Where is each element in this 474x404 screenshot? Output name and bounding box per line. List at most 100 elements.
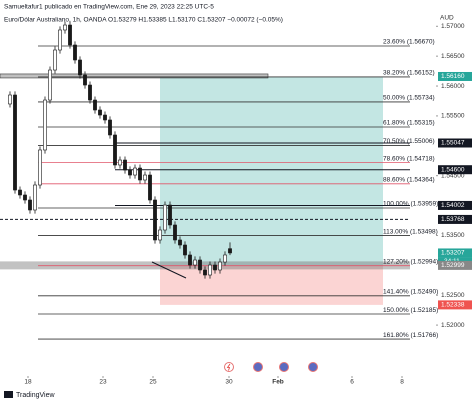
candle-body [213, 264, 217, 271]
x-tick-label: 6 [350, 379, 354, 386]
candle-body [8, 94, 12, 105]
candle-body [18, 189, 22, 196]
fib-label: 127.20% (1.52994) [383, 258, 438, 265]
candle-body [218, 261, 222, 271]
candle-body [138, 167, 142, 181]
price-label: 1.55047 [441, 140, 465, 147]
x-tick-label: 18 [24, 379, 32, 386]
y-tick-label: 1.57000 [441, 23, 465, 30]
candle-body [63, 24, 67, 31]
price-label: 1.54600 [441, 166, 465, 173]
candle-body [148, 174, 152, 201]
fib-label: 141.40% (1.52490) [383, 289, 438, 296]
candle-body [93, 99, 97, 111]
brand: TradingView [16, 392, 55, 399]
candle-body [108, 119, 112, 136]
candle-body [208, 264, 212, 276]
icon[interactable] [224, 362, 234, 372]
price-label-box [438, 200, 472, 210]
candle-body [153, 199, 157, 241]
y-axis-label: AUD [440, 15, 454, 22]
price-label: 1.54002 [441, 202, 465, 209]
candle-body [183, 244, 187, 256]
candle-body [83, 74, 87, 86]
fib-label: 23.60% (1.56670) [383, 39, 435, 46]
candle-body [33, 184, 37, 211]
fib-label: 70.50% (1.55006) [383, 138, 435, 145]
fib-label: 38.20% (1.56152) [383, 70, 435, 77]
logo [4, 391, 13, 398]
y-tick-label: 1.55500 [441, 113, 465, 120]
candle-body [123, 159, 127, 171]
candle-body [103, 114, 107, 121]
price-label-box [438, 248, 472, 258]
price-label-box [438, 165, 472, 175]
y-tick-label: 1.56000 [441, 83, 465, 90]
fib-label: 113.00% (1.53498) [383, 228, 438, 235]
fib-label: 88.60% (1.54364) [383, 177, 435, 184]
candle-body [228, 248, 232, 254]
price-label: 1.52999 [441, 262, 465, 269]
candle-body [23, 194, 27, 201]
candle-body [73, 44, 77, 61]
stop-zone [160, 265, 383, 305]
target-zone [160, 76, 383, 266]
candle-body [173, 224, 177, 241]
candle-body [188, 254, 192, 266]
chart-title: Samueltafur1 publicado en TradingView.co… [4, 4, 214, 11]
fib-label: 61.80% (1.55315) [383, 120, 435, 127]
fib-label: 100.00% (1.53959) [383, 201, 438, 208]
candle-body [193, 259, 197, 266]
candle-body [163, 204, 167, 231]
candle-body [13, 94, 17, 191]
x-tick-label: 23 [99, 379, 107, 386]
y-tick-label: 1.54500 [441, 172, 465, 179]
price-label: 1.52338 [441, 302, 465, 309]
icon[interactable] [308, 362, 318, 372]
candle-body [68, 24, 72, 46]
trend-line [151, 261, 187, 279]
price-label-box [438, 138, 472, 148]
x-tick-label: 30 [225, 379, 233, 386]
candle-body [128, 169, 132, 176]
fib-label: 161.80% (1.51766) [383, 332, 438, 339]
candle-body [133, 167, 137, 176]
candle-body [53, 49, 57, 71]
x-tick-label: 8 [400, 379, 404, 386]
candle-body [28, 199, 32, 211]
icon[interactable] [279, 362, 289, 372]
icon [226, 363, 231, 371]
candle-body [178, 239, 182, 246]
y-tick-label: 1.56500 [441, 53, 465, 60]
price-label-box [438, 214, 472, 224]
candle-body [38, 149, 42, 186]
price-label-box [438, 260, 472, 270]
y-tick-label: 1.52500 [441, 292, 465, 299]
candle-body [203, 269, 207, 276]
fib-label: 78.60% (1.54718) [383, 155, 435, 162]
candle-body [88, 84, 92, 101]
candle-body [198, 259, 202, 271]
price-label: 1.53768 [441, 216, 465, 223]
candle-body [113, 134, 117, 166]
candle-body [143, 174, 147, 181]
fib-label: 150.00% (1.52185) [383, 307, 438, 314]
plot: 23.60% (1.56670) 38.20% (1.56152) 50.00% (… [0, 21, 472, 386]
candle-body [223, 254, 227, 263]
candle-body [168, 204, 172, 226]
x-tick-label: Feb [272, 379, 284, 386]
candle-body [58, 29, 62, 51]
y-tick-label: 1.52000 [441, 322, 465, 329]
candle-body [158, 229, 162, 241]
fib-label: 50.00% (1.55734) [383, 95, 435, 102]
price-label: 1.53207 [441, 250, 465, 257]
icon[interactable] [253, 362, 263, 372]
price-label-box [438, 300, 472, 310]
candle-body [78, 59, 82, 76]
price-label-box [438, 71, 472, 81]
chart-subtitle: Euro/Dólar Australiano, 1h, OANDA O1.532… [4, 17, 283, 24]
candle-body [43, 99, 47, 151]
x-tick-label: 25 [149, 379, 157, 386]
candle-body [98, 109, 102, 116]
